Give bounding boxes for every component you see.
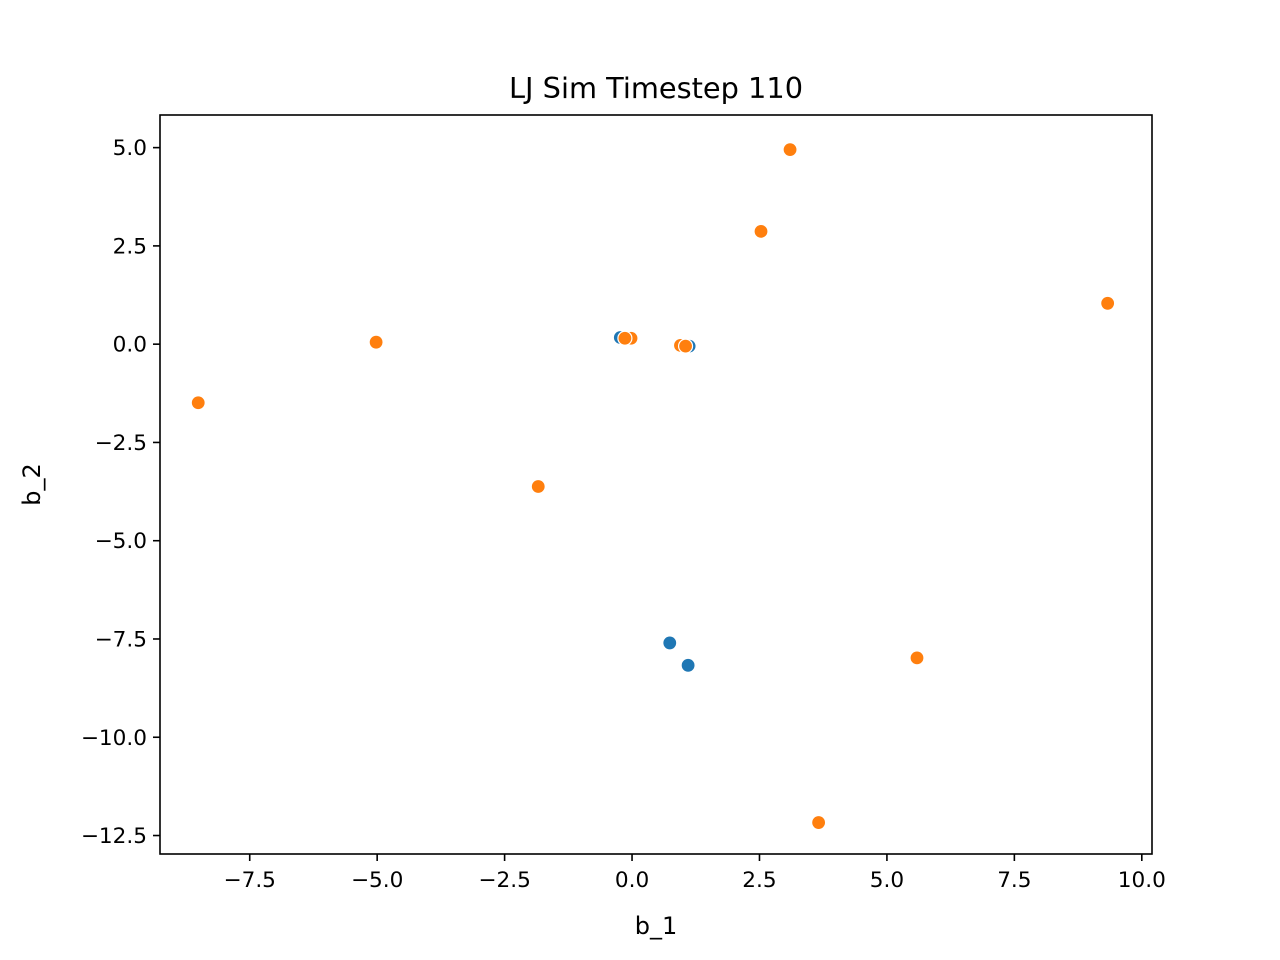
y-tick-label: 0.0 (113, 333, 147, 358)
x-axis-label: b_1 (635, 912, 678, 940)
x-tick-label: −5.0 (351, 868, 403, 893)
x-tick-label: −2.5 (478, 868, 530, 893)
x-tick-label: 2.5 (742, 868, 776, 893)
x-tick-label: 0.0 (615, 868, 649, 893)
data-point-series-2 (530, 478, 546, 495)
data-point-series-2 (782, 141, 798, 158)
x-tick-label: −7.5 (223, 868, 275, 893)
y-tick-label: 2.5 (113, 234, 147, 259)
y-tick-label: −10.0 (81, 726, 147, 751)
data-point-series-2 (617, 330, 633, 346)
y-tick-label: −5.0 (95, 529, 147, 554)
x-tick-label: 10.0 (1118, 868, 1166, 893)
data-point-series-2 (368, 334, 384, 350)
y-tick-label: −7.5 (95, 627, 147, 652)
x-axis: −7.5 −5.0 −2.5 0.0 2.5 5.0 7.5 10.0 (223, 854, 1166, 893)
data-point-series-2 (677, 338, 694, 354)
data-point-series-1 (662, 635, 678, 651)
chart-title: LJ Sim Timestep 110 (509, 71, 803, 105)
y-tick-label: −12.5 (81, 824, 147, 849)
data-point-series-2 (1100, 295, 1116, 311)
y-axis: 5.0 2.5 0.0 −2.5 −5.0 −7.5 −10.0 −12.5 (81, 136, 160, 849)
plot-frame (159, 114, 1153, 855)
data-point-series-2 (190, 395, 206, 411)
y-tick-label: 5.0 (113, 136, 147, 161)
x-tick-label: 7.5 (997, 868, 1031, 893)
data-point-series-1 (680, 657, 696, 673)
plot-marks (190, 141, 1116, 831)
y-tick-label: −2.5 (95, 431, 147, 456)
data-point-series-2 (753, 223, 769, 239)
y-axis-label: b_2 (18, 463, 46, 506)
x-tick-label: 5.0 (870, 868, 904, 893)
data-point-series-2 (811, 814, 827, 831)
data-point-series-2 (909, 650, 925, 666)
